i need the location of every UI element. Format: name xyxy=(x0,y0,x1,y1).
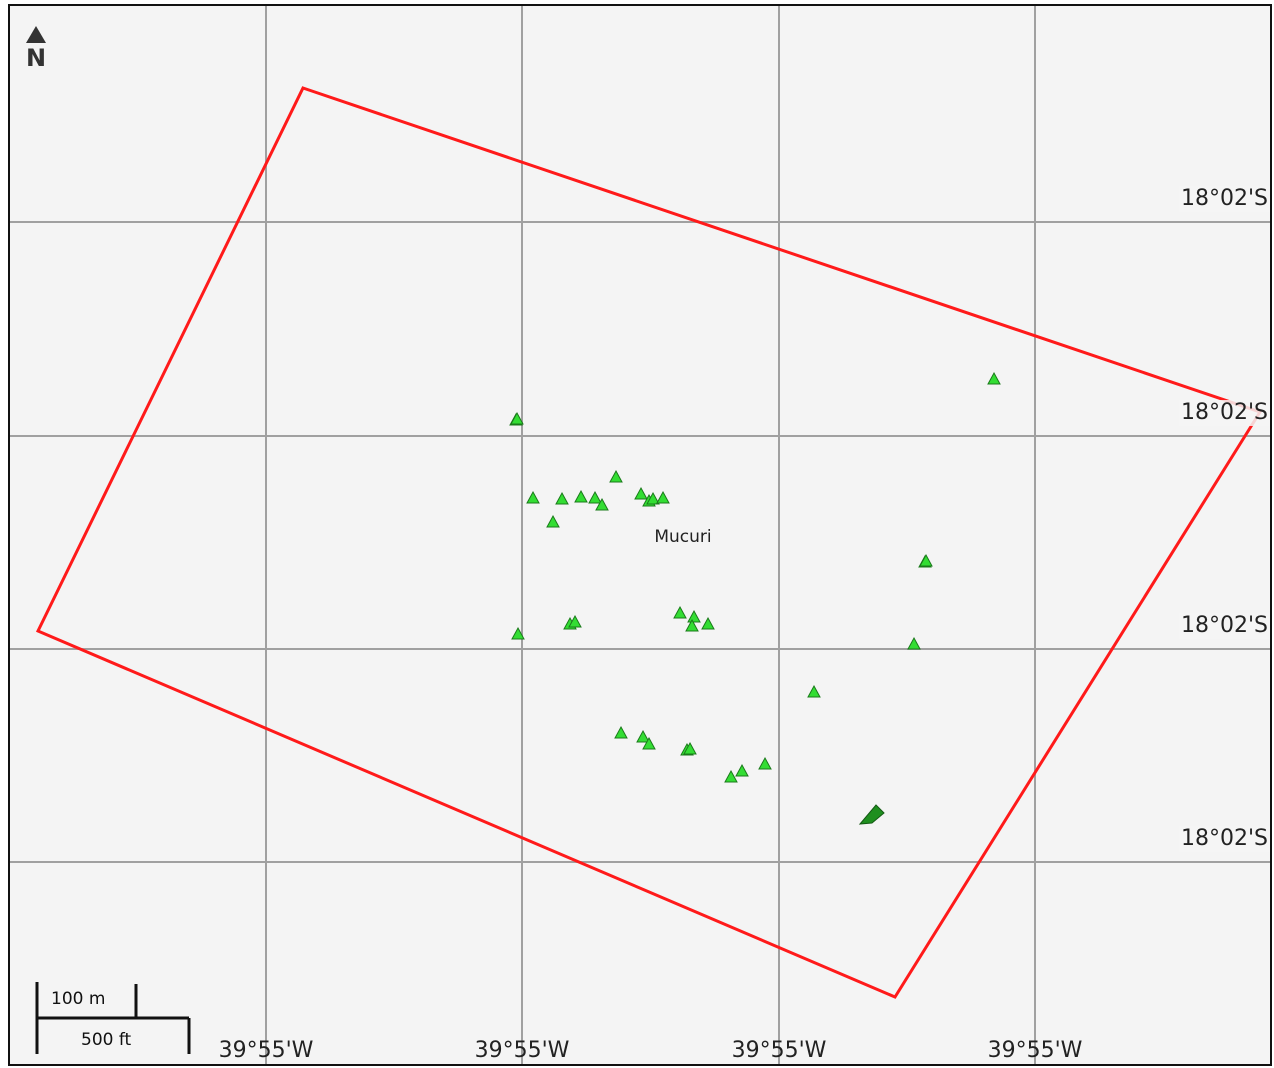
green-triangle-icon xyxy=(907,636,921,650)
longitude-label-4: 39°55'W xyxy=(987,1038,1083,1063)
green-triangle-icon xyxy=(683,741,697,755)
green-triangle-icon xyxy=(614,725,628,739)
survey-boundary xyxy=(35,86,1263,999)
green-triangle-icon xyxy=(568,614,582,628)
green-triangle-icon xyxy=(546,514,560,528)
map-graphics xyxy=(10,6,1270,1064)
scale-metric-label: 100 m xyxy=(51,989,106,1009)
latitude-label-4: 18°02'S xyxy=(1178,826,1270,852)
green-triangle-icon xyxy=(634,486,648,500)
north-arrow: N xyxy=(22,24,50,72)
green-triangle-icon xyxy=(724,769,738,783)
north-label: N xyxy=(25,44,47,72)
latitude-label-1: 18°02'S xyxy=(1178,186,1270,212)
green-triangle-icon xyxy=(673,605,687,619)
north-arrow-icon xyxy=(26,26,46,43)
green-triangle-icon xyxy=(807,684,821,698)
green-triangle-icon xyxy=(701,616,715,630)
latitude-label-2: 18°02'S xyxy=(1178,400,1270,426)
green-triangle-icon xyxy=(609,469,623,483)
map-canvas[interactable]: 18°02'S 18°02'S 18°02'S 18°02'S 39°55'W 39°5… xyxy=(8,4,1272,1066)
scale-bar-graphic xyxy=(35,982,191,1054)
green-triangle-icon xyxy=(758,756,772,770)
green-triangle-icon xyxy=(987,371,1001,385)
place-label-mucuri: Mucuri xyxy=(654,527,712,547)
scale-imperial-label: 500 ft xyxy=(81,1030,132,1050)
green-triangle-icon xyxy=(595,497,609,511)
longitude-label-1: 39°55'W xyxy=(218,1038,314,1063)
green-triangle-icon xyxy=(574,489,588,503)
longitude-label-2: 39°55'W xyxy=(474,1038,570,1063)
green-triangle-icon xyxy=(646,491,660,505)
green-triangle-icon xyxy=(642,736,656,750)
green-triangle-icon xyxy=(588,490,602,504)
ship-icon xyxy=(858,804,885,825)
longitude-label-3: 39°55'W xyxy=(731,1038,827,1063)
green-triangle-icon xyxy=(919,553,933,567)
green-triangle-icon xyxy=(687,609,701,623)
green-triangle-icon xyxy=(510,411,524,425)
latitude-label-3: 18°02'S xyxy=(1178,613,1270,639)
green-triangle-icon xyxy=(555,491,569,505)
green-triangle-icon xyxy=(685,618,699,632)
scale-bar: 100 m 500 ft xyxy=(34,982,194,1062)
green-triangle-icon xyxy=(636,729,650,743)
green-triangle-icon xyxy=(526,490,540,504)
green-triangle-icon xyxy=(511,626,525,640)
green-triangle-icon xyxy=(656,490,670,504)
green-triangle-icon xyxy=(735,763,749,777)
